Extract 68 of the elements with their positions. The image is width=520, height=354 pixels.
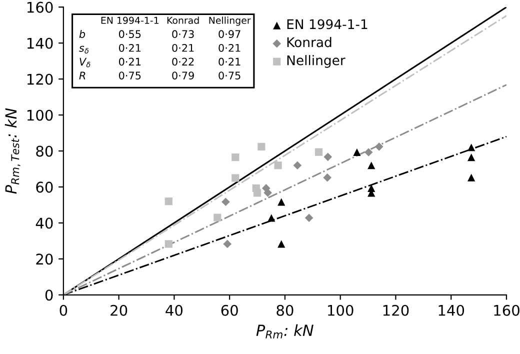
point	[293, 161, 302, 170]
y-tick-label: 60	[36, 182, 53, 193]
y-tick-label: 160	[27, 2, 53, 13]
x-tick-label: 0	[60, 304, 68, 316]
y-tick-label: 0	[45, 290, 53, 301]
point	[223, 240, 232, 248]
annotation: V$_{δ}$	[80, 58, 90, 68]
x-tick-label: 120	[383, 304, 409, 316]
x-axis-title: P$_{Rm}$: kN	[256, 324, 314, 338]
point	[353, 148, 361, 156]
point	[253, 189, 262, 197]
point	[214, 214, 222, 222]
legend-label: EN 1994-1-1	[287, 19, 368, 30]
point	[278, 198, 286, 206]
point	[304, 214, 314, 222]
x-tick-label: 80	[276, 304, 294, 316]
point	[468, 153, 476, 162]
point	[468, 144, 476, 152]
legend-label: Konrad	[287, 37, 332, 48]
point	[232, 153, 240, 162]
x-tick-label: 140	[438, 304, 464, 316]
point	[468, 174, 476, 182]
point	[368, 162, 376, 170]
point	[164, 198, 172, 206]
y-tick-label: 20	[36, 254, 53, 265]
point	[164, 240, 172, 248]
y-tick-label: 120	[27, 74, 53, 85]
annotation: b	[79, 30, 86, 38]
annotation: 0·75	[218, 72, 240, 80]
y-axis-title: P$_{Rm,Test}$: kN	[4, 108, 20, 194]
point	[274, 162, 282, 170]
point	[232, 174, 240, 182]
y-tick-label: 140	[27, 38, 53, 49]
annotation: Konrad	[167, 16, 199, 24]
annotation: EN 1994-1-1	[101, 16, 158, 24]
point	[323, 173, 332, 182]
x-tick-label: 100	[328, 304, 354, 316]
legend-label: Nellinger	[287, 55, 346, 68]
y-tick-label: 80	[36, 146, 53, 157]
x-tick-label: 40	[166, 304, 183, 316]
point	[364, 148, 373, 156]
annotation: Nellinger	[209, 16, 251, 26]
annotation: 0·21	[118, 58, 141, 66]
annotation: s$_{δ}$	[79, 46, 89, 54]
x-tick-label: 20	[110, 304, 128, 316]
point	[222, 198, 230, 206]
y-tick-label: 40	[36, 218, 53, 229]
point	[264, 188, 272, 197]
annotation: 0·79	[172, 72, 194, 80]
point	[258, 142, 266, 150]
annotation: 0·21	[172, 44, 194, 52]
point	[314, 148, 323, 156]
annotation: 0·21	[218, 58, 240, 66]
annotation: 0·55	[118, 30, 141, 38]
y-tick-label: 100	[27, 110, 53, 121]
annotation: 0·75	[118, 72, 141, 80]
point	[278, 240, 286, 248]
point	[324, 152, 332, 162]
x-tick-label: 60	[221, 304, 238, 316]
annotation: 0·22	[172, 58, 194, 66]
annotation: 0·21	[118, 44, 141, 52]
x-tick-label: 160	[494, 304, 520, 316]
point	[374, 142, 384, 151]
annotation: 0·73	[172, 30, 194, 38]
annotation: 0·21	[218, 44, 240, 52]
annotation: R	[79, 72, 86, 80]
annotation: 0·97	[218, 30, 240, 38]
point	[268, 214, 276, 222]
